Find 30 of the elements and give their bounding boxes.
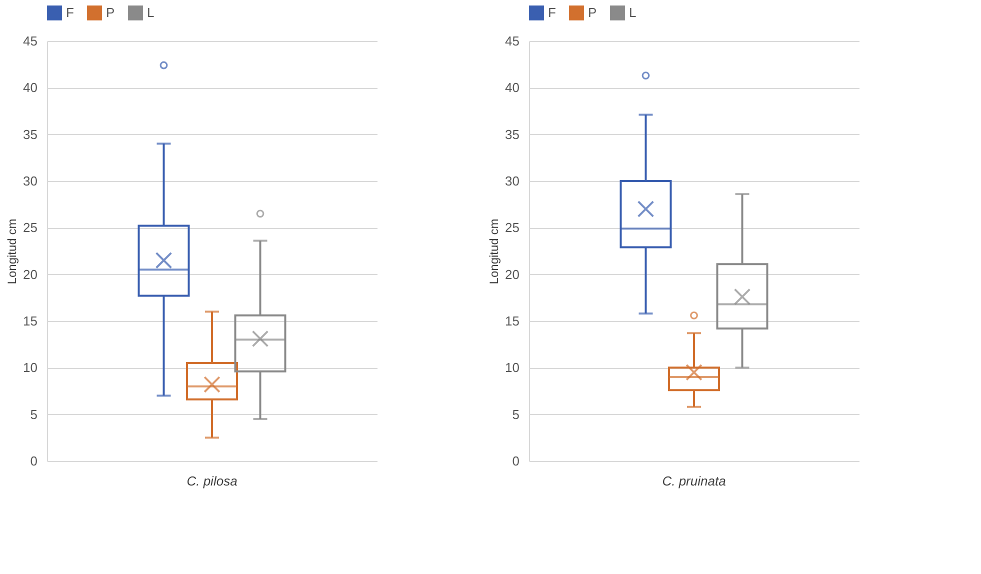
y-tick-label: 0	[30, 454, 38, 468]
y-tick-label: 20	[23, 266, 38, 282]
legend-label: P	[106, 4, 115, 20]
y-tick-label: 45	[23, 34, 38, 48]
y-tick-label: 15	[505, 314, 520, 328]
y-tick-label: 30	[505, 174, 520, 188]
y-tick-label: 5	[30, 406, 38, 422]
x-tick-label: C. pruinata	[662, 474, 726, 488]
y-tick-label: 10	[505, 360, 520, 376]
y-tick-label: 25	[23, 220, 38, 236]
y-tick-label: 15	[23, 314, 38, 328]
y-tick-label: 45	[505, 34, 520, 48]
legend-label: L	[629, 4, 636, 20]
y-tick-label: 40	[505, 80, 520, 96]
y-tick-label: 25	[505, 220, 520, 236]
y-tick-label: 35	[505, 126, 520, 142]
legend-label: F	[548, 4, 556, 20]
y-axis-title: Longitud cm	[5, 218, 20, 284]
y-tick-label: 0	[512, 454, 520, 468]
y-tick-label: 20	[505, 266, 520, 282]
y-tick-label: 40	[23, 80, 38, 96]
legend-label: F	[66, 4, 74, 20]
y-tick-label: 10	[23, 360, 38, 376]
y-tick-label: 5	[512, 406, 520, 422]
y-tick-label: 35	[23, 126, 38, 142]
x-tick-label: C. pilosa	[186, 474, 238, 488]
legend-label: P	[588, 4, 597, 20]
legend-label: L	[147, 4, 154, 20]
y-axis-title: Longitud cm	[487, 218, 502, 284]
y-tick-label: 30	[23, 174, 38, 188]
